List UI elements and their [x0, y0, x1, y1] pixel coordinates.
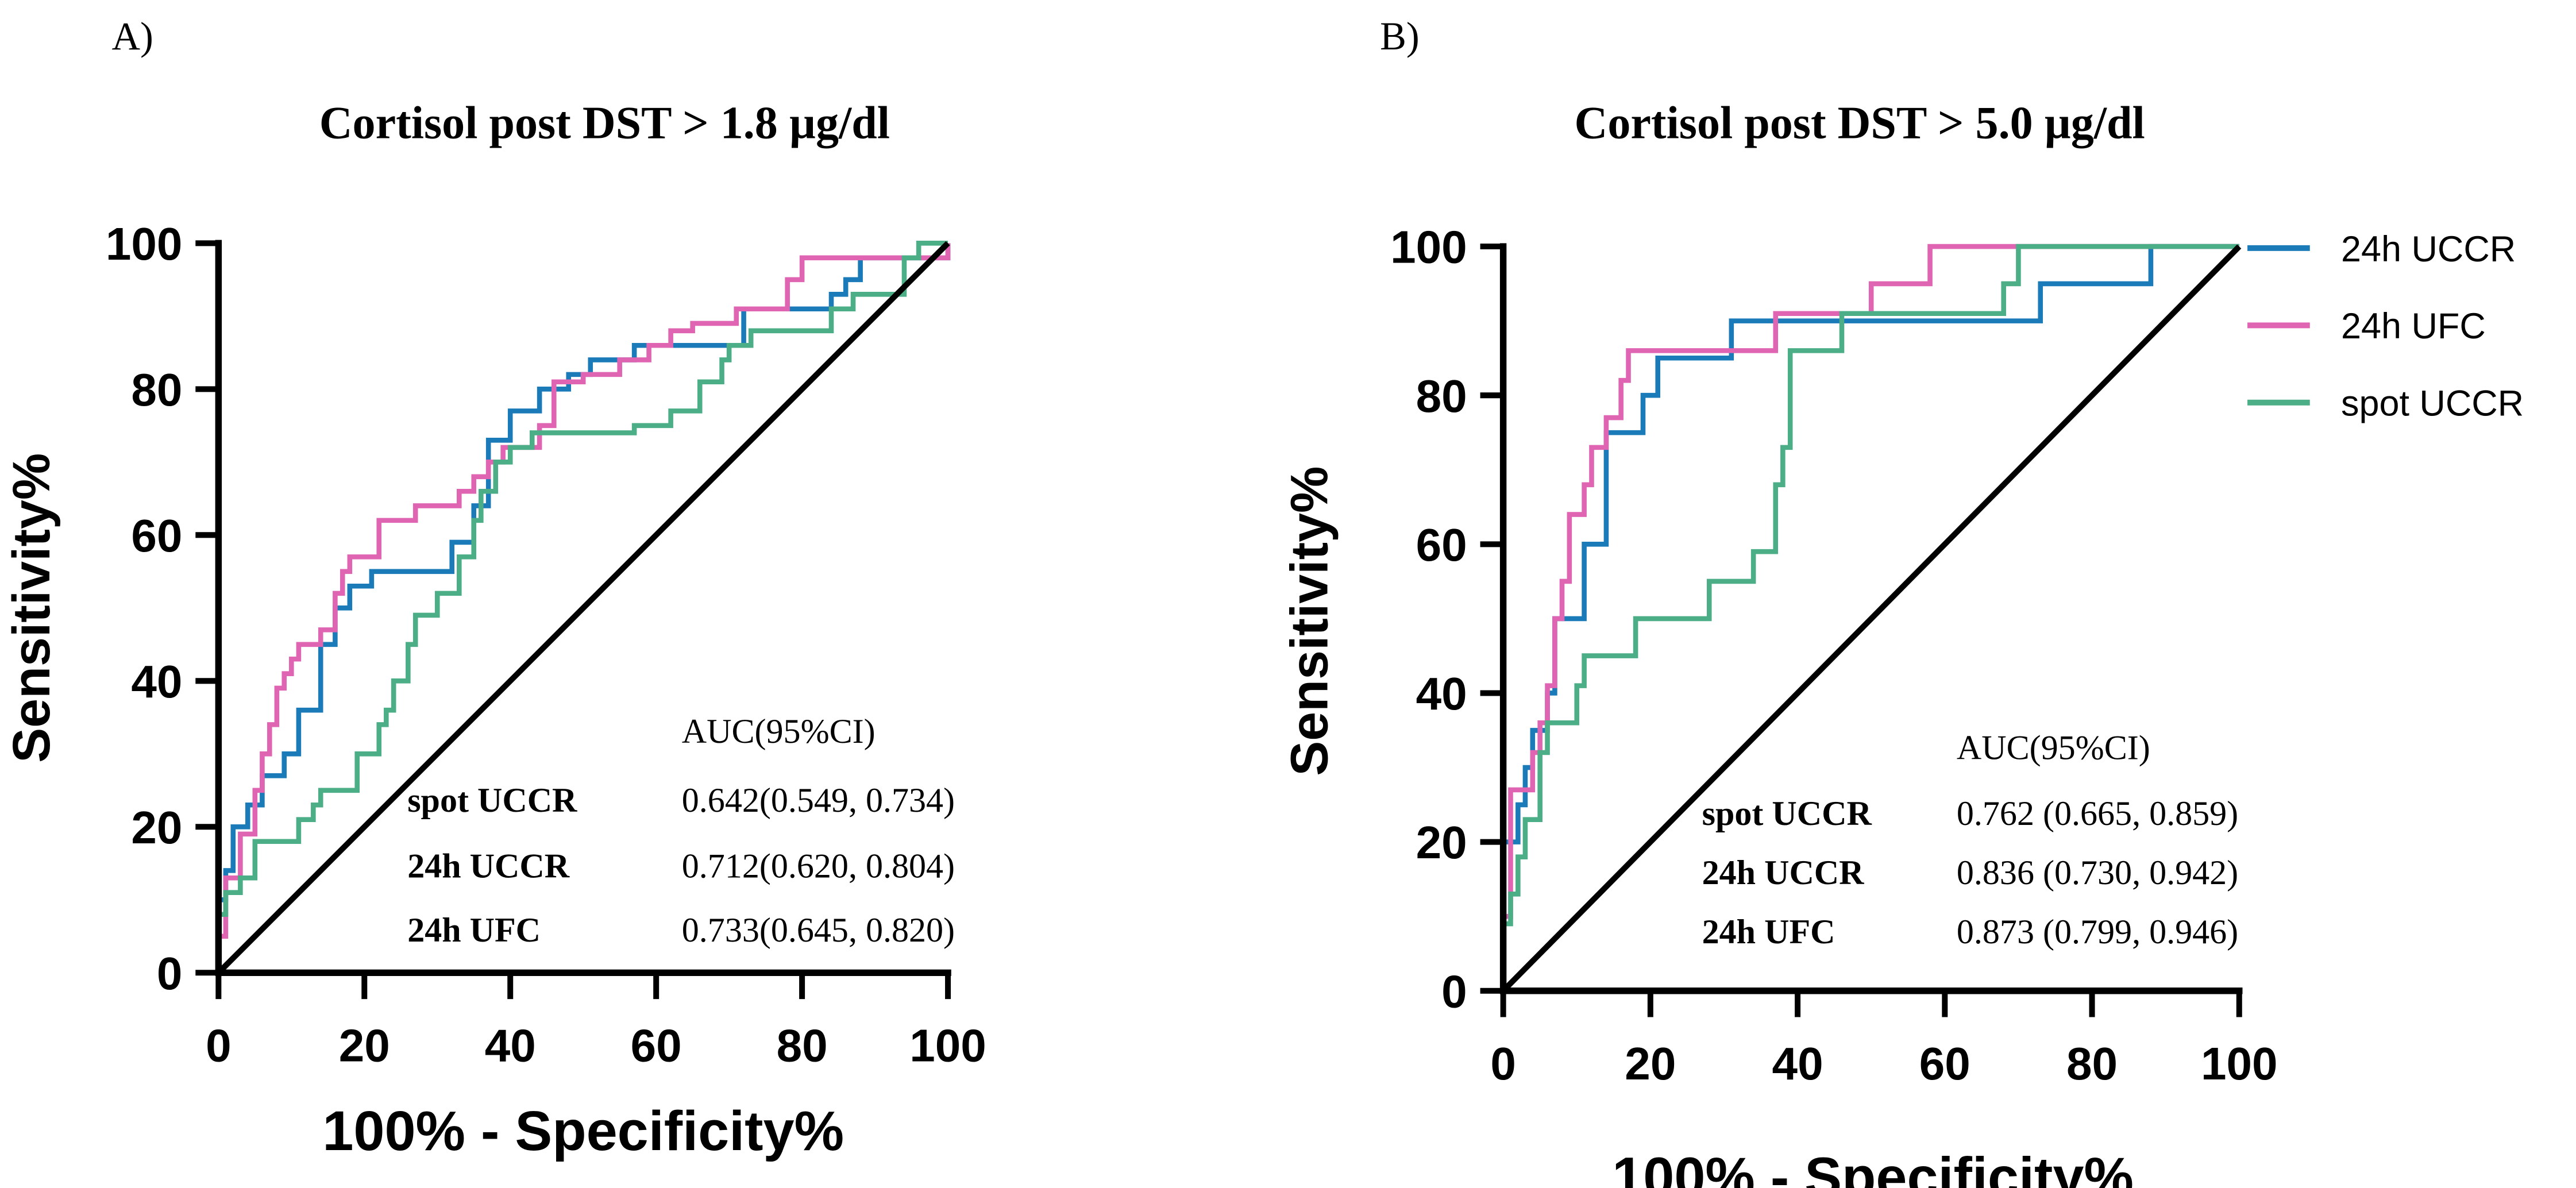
series-line-24h-ufc [216, 243, 951, 973]
auc-row-name: 24h UCCR [407, 846, 570, 885]
y-tick-label: 80 [131, 364, 182, 415]
chart-title: Cortisol post DST > 5.0 µg/dl [1575, 98, 2145, 148]
auc-row-value: 0.642(0.549, 0.734) [682, 781, 955, 819]
auc-table-header: AUC(95%CI) [1957, 728, 2150, 766]
chart-title: Cortisol post DST > 1.8 µg/dl [319, 98, 890, 148]
y-tick-label: 100 [1390, 222, 1467, 273]
panel-label: A) [111, 14, 153, 58]
auc-table-header: AUC(95%CI) [682, 712, 876, 750]
x-tick-label: 80 [2066, 1038, 2118, 1089]
x-tick-label: 0 [206, 1020, 232, 1071]
auc-row-value: 0.712(0.620, 0.804) [682, 846, 955, 885]
y-tick-label: 40 [131, 656, 182, 707]
y-tick-label: 60 [131, 510, 182, 561]
auc-row-value: 0.762 (0.665, 0.859) [1957, 794, 2238, 832]
x-tick-label: 40 [485, 1020, 536, 1071]
y-tick-label: 100 [106, 218, 183, 269]
series-line-spot-uccr [216, 241, 948, 973]
auc-row-value: 0.733(0.645, 0.820) [682, 911, 955, 949]
auc-row-name: 24h UFC [1702, 912, 1835, 951]
y-axis-label: Sensitivity% [2, 453, 61, 763]
series-line-24h-ufc [1501, 244, 2239, 991]
x-tick-label: 0 [1490, 1038, 1516, 1089]
x-axis-label: 100% - Specificity% [1612, 1145, 2134, 1188]
y-tick-label: 60 [1416, 519, 1467, 570]
auc-row-name: spot UCCR [407, 781, 577, 819]
legend-label: spot UCCR [2341, 384, 2524, 424]
x-tick-label: 80 [777, 1020, 828, 1071]
panel-label: B) [1380, 14, 1420, 58]
x-axis-label: 100% - Specificity% [322, 1100, 844, 1162]
auc-row-value: 0.836 (0.730, 0.942) [1957, 853, 2238, 892]
auc-row-name: 24h UCCR [1702, 853, 1865, 892]
auc-row-name: spot UCCR [1702, 794, 1872, 832]
x-tick-label: 100 [2201, 1038, 2278, 1089]
x-tick-label: 20 [1625, 1038, 1676, 1089]
series-line-spot-uccr [1501, 244, 2239, 991]
x-tick-label: 60 [631, 1020, 682, 1071]
auc-row-value: 0.873 (0.799, 0.946) [1957, 912, 2238, 951]
legend-label: 24h UFC [2341, 306, 2486, 346]
series-line-24h-uccr [1501, 244, 2239, 991]
auc-row-name: 24h UFC [407, 911, 541, 949]
series-line-reference [1501, 244, 2242, 993]
panel-a: A) Cortisol post DST > 1.8 µg/dl Sensitivi… [2, 14, 986, 1162]
y-tick-label: 0 [1441, 966, 1467, 1017]
x-tick-label: 60 [1919, 1038, 1970, 1089]
y-tick-label: 40 [1416, 668, 1467, 719]
y-tick-label: 80 [1416, 371, 1467, 422]
x-tick-label: 100 [909, 1020, 986, 1071]
x-tick-label: 40 [1772, 1038, 1823, 1089]
x-tick-label: 20 [339, 1020, 390, 1071]
y-tick-label: 0 [157, 948, 183, 999]
legend-label: 24h UCCR [2341, 229, 2516, 269]
panel-b: B) Cortisol post DST > 5.0 µg/dl Sensitivi… [1281, 14, 2524, 1188]
series-line-reference [216, 241, 950, 975]
y-tick-label: 20 [1416, 817, 1467, 868]
y-tick-label: 20 [131, 802, 182, 853]
y-axis-label: Sensitivity% [1281, 466, 1339, 776]
